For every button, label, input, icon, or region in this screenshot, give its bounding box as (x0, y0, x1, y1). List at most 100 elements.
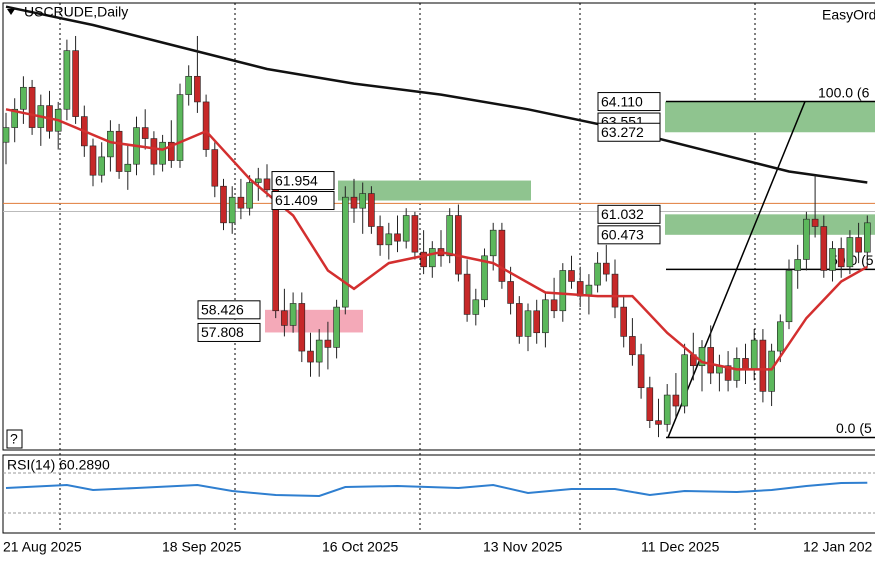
candle-body (620, 306, 628, 337)
candle-body (72, 50, 79, 117)
help-button[interactable] (6, 429, 23, 449)
candle-body (602, 262, 610, 275)
candle-body (411, 215, 419, 253)
candle-body (11, 108, 18, 128)
zone (665, 214, 875, 235)
candle-body (202, 101, 210, 150)
candle-body (803, 218, 810, 260)
x-tick-label: 13 Nov 2025 (483, 539, 563, 555)
candle-body (498, 229, 506, 282)
candle-body (515, 303, 523, 337)
rsi-pane (2, 454, 875, 534)
candle-body (315, 339, 323, 363)
candle-body (794, 259, 802, 271)
candle-body (115, 130, 123, 172)
price-label-box (197, 300, 261, 320)
candle-body (141, 127, 149, 139)
candle-body (759, 339, 767, 392)
candle-body (594, 262, 601, 286)
candle-body (724, 365, 732, 381)
candle-body (107, 130, 114, 158)
x-tick-label: 11 Dec 2025 (641, 539, 720, 555)
candle-body (646, 387, 654, 421)
candle-body (211, 149, 219, 187)
candle-body (855, 237, 862, 253)
candle-body (289, 303, 297, 326)
fib-label: 0.0 (5 (836, 420, 872, 436)
candle-body (376, 226, 384, 246)
price-label-box (597, 204, 661, 224)
candle-body (255, 178, 262, 183)
candle-body (350, 196, 358, 209)
candle-body (446, 215, 454, 257)
x-tick-label: 16 Oct 2025 (322, 539, 398, 555)
zone (665, 101, 875, 133)
candle-body (750, 339, 758, 370)
candle-body (655, 420, 662, 425)
candle-body (533, 310, 541, 334)
candle-body (159, 141, 166, 165)
candle-body (681, 354, 688, 407)
candle-body (785, 270, 793, 323)
zone (265, 309, 363, 333)
price-label: 57.808 (201, 324, 244, 340)
ma-fast (5, 108, 868, 371)
candle-body (637, 354, 645, 389)
candle-body (333, 306, 340, 348)
candle-body (28, 86, 36, 128)
price-label: 61.409 (275, 192, 318, 208)
candle-body (307, 350, 314, 363)
price-label: 61.032 (601, 206, 644, 222)
main-pane (2, 2, 875, 451)
ma-slow (5, 5, 868, 184)
candle-body (237, 196, 245, 209)
price-label: 61.954 (275, 172, 318, 188)
candle-body (542, 299, 549, 334)
candle-body (489, 229, 497, 257)
candle-body (263, 178, 271, 191)
price-label: 64.110 (601, 93, 643, 109)
candle-body (168, 141, 175, 161)
candle-body (281, 310, 288, 326)
price-label: 63.272 (601, 124, 644, 140)
candle-body (324, 339, 332, 348)
candle-body (672, 394, 680, 407)
candle-body (611, 273, 619, 308)
candle-body (194, 75, 201, 103)
help-label: ? (10, 431, 18, 447)
price-label-box (597, 122, 661, 142)
fib-label: 100.0 (6 (818, 84, 870, 100)
candle-body (341, 196, 349, 308)
candle-body (568, 270, 575, 282)
candle-body (811, 218, 819, 227)
candle-body (837, 248, 845, 268)
fib-trend (667, 101, 806, 438)
candle-body (455, 215, 462, 275)
candle-body (463, 273, 471, 315)
price-label-box (597, 225, 661, 245)
candle-body (20, 86, 27, 110)
x-tick-label: 18 Sep 2025 (162, 539, 242, 555)
candle-body (707, 347, 715, 374)
candle-body (559, 270, 567, 312)
zone (338, 180, 531, 201)
candle-body (2, 127, 10, 143)
price-label: 58.426 (201, 302, 244, 318)
candle-body (428, 248, 436, 268)
broker: EasyOrd (822, 7, 875, 23)
candle-body (63, 50, 71, 110)
candle-body (246, 182, 253, 209)
candle-body (359, 193, 367, 209)
chart-title: USCRUDE,Daily (24, 4, 128, 20)
candle-body (98, 156, 105, 176)
rsi-label: RSI(14) 60.2890 (7, 457, 110, 473)
candle-body (420, 251, 427, 268)
candle-body (829, 248, 836, 271)
menu-arrow[interactable] (7, 9, 15, 15)
price-label: 60.473 (601, 227, 644, 243)
rsi-line (5, 481, 868, 498)
candle-body (176, 94, 184, 161)
candle-body (185, 75, 192, 95)
candle-body (863, 222, 871, 253)
